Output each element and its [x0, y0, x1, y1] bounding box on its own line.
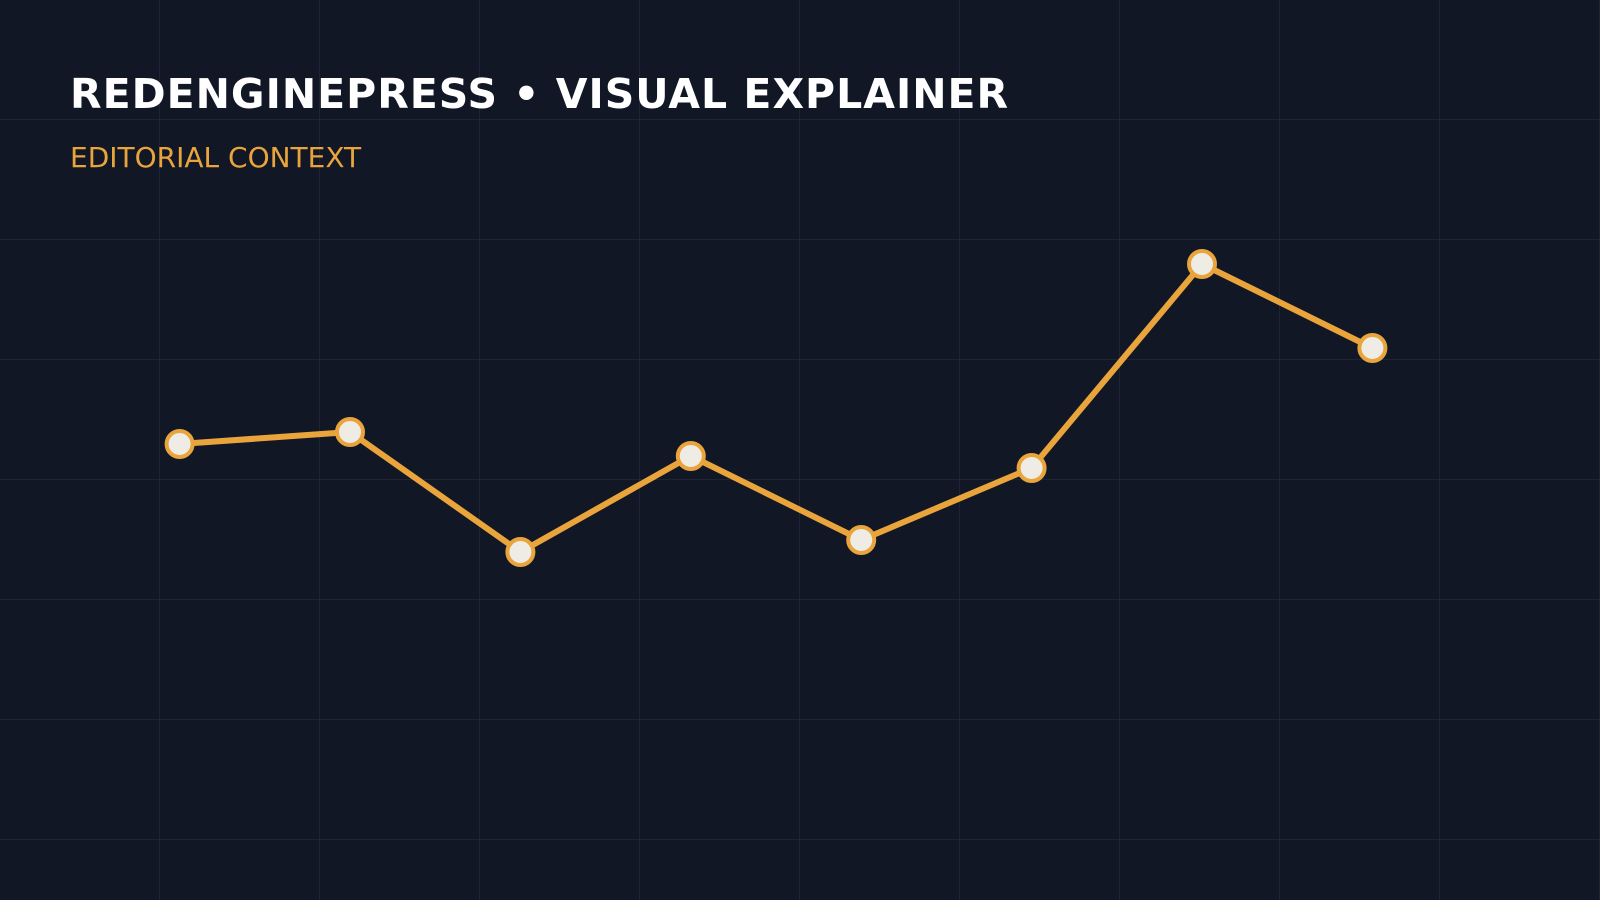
data-point — [675, 441, 706, 471]
data-point — [164, 429, 195, 459]
data-point — [335, 417, 365, 447]
chart-title: REDENGINEPRESS • VISUAL EXPLAINER — [70, 70, 1009, 118]
data-line — [176, 261, 1376, 555]
data-point — [846, 525, 877, 555]
chart-subtitle: EDITORIAL CONTEXT — [70, 141, 362, 174]
data-point — [1357, 333, 1388, 363]
data-point — [1187, 249, 1217, 279]
data-point — [1016, 453, 1047, 483]
data-point — [505, 537, 536, 567]
